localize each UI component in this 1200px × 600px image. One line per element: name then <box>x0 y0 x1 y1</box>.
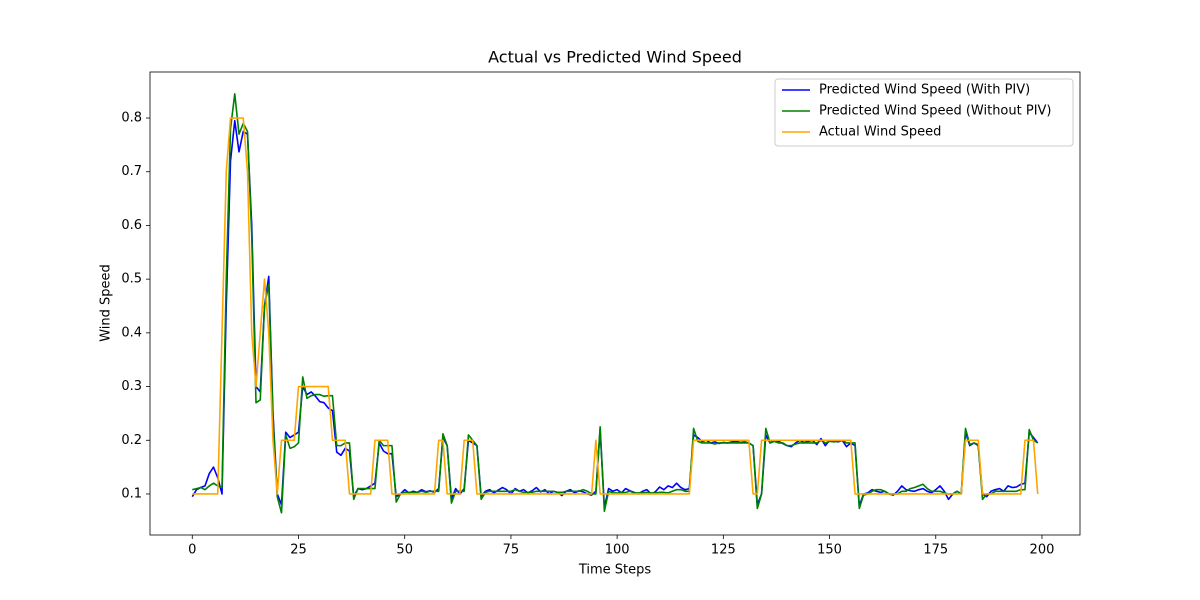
x-tick-label: 200 <box>1030 543 1055 558</box>
x-tick-label: 150 <box>817 543 842 558</box>
y-tick-label: 0.2 <box>121 433 142 448</box>
x-tick-label: 25 <box>290 543 307 558</box>
legend: Predicted Wind Speed (With PIV) Predicted… <box>774 78 1074 147</box>
x-tick-label: 125 <box>711 543 736 558</box>
plot-frame <box>149 71 1081 536</box>
legend-box <box>774 78 1074 147</box>
legend-label: Predicted Wind Speed (Without PIV) <box>819 104 1052 119</box>
chart-title: Actual vs Predicted Wind Speed <box>488 48 742 67</box>
x-tick-label: 175 <box>923 543 948 558</box>
y-tick-label: 0.8 <box>121 111 142 126</box>
data-line <box>191 119 1039 509</box>
y-tick-label: 0.7 <box>121 164 142 179</box>
x-tick-label: 50 <box>396 543 413 558</box>
y-tick-label: 0.3 <box>121 379 142 394</box>
y-axis-label: Wind Speed <box>99 264 114 342</box>
x-tick-label: 0 <box>188 543 196 558</box>
legend-label: Predicted Wind Speed (With PIV) <box>819 83 1030 98</box>
x-tick-label: 100 <box>605 543 630 558</box>
x-tick-label: 75 <box>503 543 520 558</box>
y-tick-label: 0.1 <box>121 486 142 501</box>
y-tick-label: 0.5 <box>121 272 142 287</box>
x-axis-label: Time Steps <box>578 563 652 578</box>
data-line <box>192 117 1039 495</box>
y-tick-label: 0.4 <box>121 325 142 340</box>
y-tick-label: 0.6 <box>121 218 142 233</box>
legend-label: Actual Wind Speed <box>819 125 941 140</box>
